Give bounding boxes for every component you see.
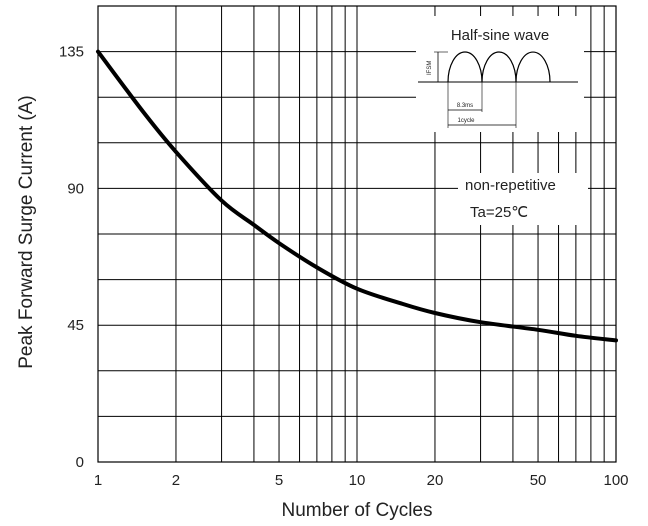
series-group — [96, 49, 618, 343]
half-sine-waveform — [447, 51, 551, 83]
x-tick-label: 100 — [603, 472, 628, 489]
x-axis-title: Number of Cycles — [282, 500, 433, 521]
half-sine-inset: Half-sine wave IFSM 8.3ms 1cycle — [416, 16, 584, 132]
x-tick-label: 20 — [427, 472, 444, 489]
annotation-background — [458, 173, 588, 225]
tick-labels: 1 2 5 10 20 50 100 0 45 90 135 — [59, 44, 629, 489]
x-tick-label: 5 — [275, 472, 283, 489]
x-tick-label: 2 — [172, 472, 180, 489]
inset-label-cycle: 1cycle — [457, 118, 475, 124]
y-tick-label: 45 — [67, 317, 84, 334]
inset-title: Half-sine wave — [451, 27, 549, 44]
y-tick-label: 135 — [59, 44, 84, 61]
plot-frame — [97, 5, 617, 463]
y-axis-title: Peak Forward Surge Current (A) — [16, 95, 37, 369]
inset-background — [416, 16, 584, 132]
surge-current-curve — [96, 49, 618, 343]
x-tick-label: 1 — [94, 472, 102, 489]
x-tick-label: 50 — [530, 472, 547, 489]
annotation-non-repetitive: non-repetitive — [465, 177, 556, 194]
x-tick-label: 10 — [349, 472, 366, 489]
y-tick-label: 0 — [76, 454, 84, 471]
inset-label-duration: 8.3ms — [457, 103, 473, 109]
y-tick-label: 90 — [67, 180, 84, 197]
annotation-temperature: Ta=25℃ — [470, 204, 528, 221]
inset-label-ifsm: IFSM — [427, 61, 433, 75]
condition-annotations: non-repetitive Ta=25℃ — [458, 173, 588, 225]
